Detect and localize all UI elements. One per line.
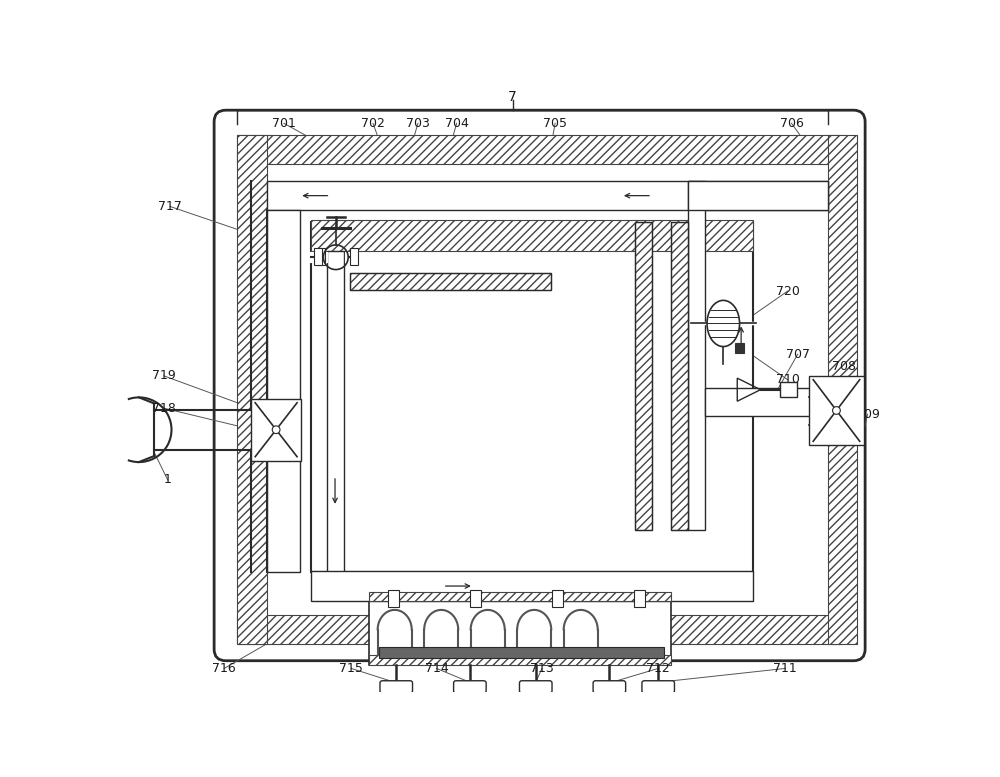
FancyBboxPatch shape [593, 681, 626, 693]
Bar [311, 571, 753, 601]
Bar [388, 590, 399, 607]
Bar [809, 376, 864, 445]
Text: 718: 718 [152, 402, 176, 415]
Bar [267, 181, 828, 211]
Bar [828, 135, 857, 644]
Text: 719: 719 [152, 369, 176, 382]
Bar [379, 647, 664, 657]
Bar [314, 248, 322, 265]
Text: 705: 705 [543, 117, 567, 130]
Text: 713: 713 [530, 662, 554, 675]
Text: 710: 710 [776, 373, 800, 386]
FancyBboxPatch shape [454, 681, 486, 693]
Text: 1: 1 [164, 473, 172, 486]
Bar [635, 221, 652, 530]
Bar [470, 590, 481, 607]
Bar [311, 221, 753, 251]
Circle shape [272, 426, 280, 434]
Bar [688, 181, 828, 211]
FancyBboxPatch shape [380, 681, 413, 693]
Text: 712: 712 [646, 662, 670, 675]
FancyBboxPatch shape [519, 681, 552, 693]
Circle shape [833, 406, 840, 414]
Bar [350, 273, 551, 290]
Bar [237, 135, 842, 164]
Bar [317, 248, 325, 265]
Bar [237, 135, 267, 644]
Text: 717: 717 [158, 200, 182, 213]
Bar [350, 248, 358, 265]
Bar [688, 181, 705, 530]
Text: 707: 707 [786, 348, 810, 361]
Bar [369, 592, 671, 601]
Bar [251, 399, 301, 461]
Text: 711: 711 [773, 662, 797, 675]
Bar [780, 382, 797, 397]
Text: 715: 715 [339, 662, 363, 675]
Text: 7: 7 [508, 90, 517, 104]
Text: 703: 703 [406, 117, 430, 130]
Bar [735, 343, 744, 353]
FancyBboxPatch shape [642, 681, 674, 693]
Text: 706: 706 [780, 117, 803, 130]
Bar [369, 655, 671, 664]
Text: 701: 701 [272, 117, 296, 130]
Bar [267, 211, 300, 572]
Text: 716: 716 [212, 662, 236, 675]
Text: 708: 708 [832, 360, 856, 373]
Bar [237, 615, 842, 644]
Bar [311, 221, 753, 572]
Bar [705, 388, 828, 416]
FancyBboxPatch shape [214, 110, 865, 660]
Bar [634, 590, 645, 607]
Bar [671, 221, 688, 530]
Text: 702: 702 [361, 117, 385, 130]
Text: 714: 714 [425, 662, 448, 675]
Bar [635, 221, 652, 530]
Bar [350, 273, 551, 290]
Bar [326, 251, 344, 572]
Text: 704: 704 [445, 117, 469, 130]
Text: 709: 709 [856, 408, 879, 421]
Text: 720: 720 [776, 284, 800, 298]
Bar [369, 587, 671, 664]
Bar [552, 590, 563, 607]
Bar [671, 221, 688, 530]
